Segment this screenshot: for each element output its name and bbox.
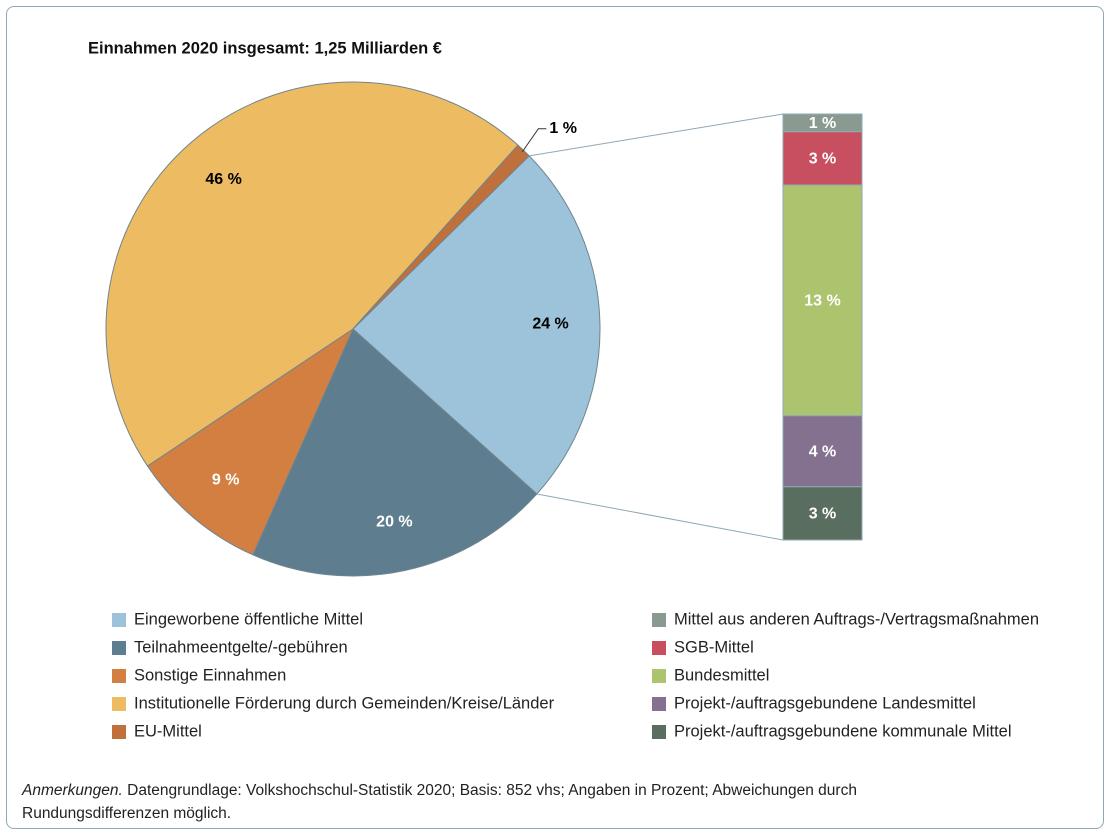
pie-slice	[252, 328, 538, 577]
pie-label: 24 %	[532, 316, 568, 333]
legend-swatch	[652, 725, 666, 739]
legend-swatch	[652, 697, 666, 711]
chart-title: Einnahmen 2020 insgesamt: 1,25 Milliarde…	[88, 39, 442, 57]
legend-swatch	[112, 613, 126, 627]
bar-label: 1 %	[809, 115, 837, 132]
frame	[6, 6, 1104, 829]
bar-segment	[782, 415, 863, 488]
legend-label: Mittel aus anderen Auftrags-/Vertragsmaß…	[674, 610, 1039, 628]
legend-label: Projekt-/auftragsgebundene kommunale Mit…	[674, 722, 1012, 740]
bar-label: 13 %	[804, 293, 840, 310]
bar-label: 4 %	[809, 443, 837, 460]
legend-swatch	[652, 669, 666, 683]
bar-segment	[782, 184, 863, 417]
legend-label: Institutionelle Förderung durch Gemeinde…	[134, 694, 555, 712]
legend-swatch	[112, 641, 126, 655]
pie-label: 9 %	[212, 471, 240, 488]
legend-label: Projekt-/auftragsgebundene Landesmittel	[674, 694, 976, 712]
bar-label: 3 %	[809, 506, 837, 523]
legend-swatch	[652, 613, 666, 627]
bar-label: 3 %	[809, 151, 837, 168]
bar-segment	[782, 486, 863, 541]
legend-label: EU-Mittel	[134, 722, 202, 740]
legend-label: SGB-Mittel	[674, 638, 754, 656]
pie-slice	[105, 81, 519, 467]
pie-label: 20 %	[376, 513, 412, 530]
connector	[536, 493, 784, 541]
pie-slice	[146, 327, 355, 556]
note-text: Datengrundlage: Volkshochschul-Statistik…	[22, 782, 857, 822]
legend-label: Sonstige Einnahmen	[134, 666, 286, 684]
pie-label: 1 %	[549, 120, 577, 137]
connector	[529, 113, 784, 157]
legend-swatch	[652, 641, 666, 655]
pie-slice	[352, 155, 601, 495]
legend-label: Eingeworbene öffentliche Mittel	[134, 610, 363, 628]
leader-line	[521, 128, 547, 153]
legend-swatch	[112, 697, 126, 711]
note-label: Anmerkungen.	[22, 782, 123, 799]
legend-swatch	[112, 725, 126, 739]
legend-label: Bundesmittel	[674, 666, 769, 684]
note: Anmerkungen. Datengrundlage: Volkshochsc…	[22, 779, 902, 825]
pie-label: 46 %	[205, 171, 241, 188]
legend-label: Teilnahmeentgelte/-gebühren	[134, 638, 348, 656]
legend-swatch	[112, 669, 126, 683]
chart: Einnahmen 2020 insgesamt: 1,25 Milliarde…	[88, 39, 1039, 740]
bar-segment	[782, 131, 863, 186]
